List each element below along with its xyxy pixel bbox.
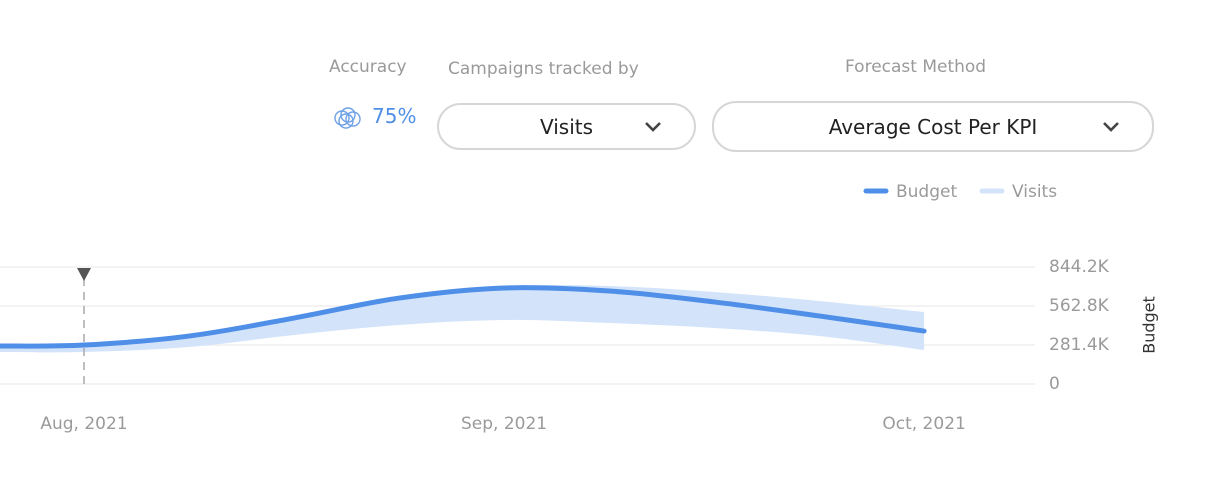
y-axis-title: Budget	[1140, 296, 1159, 354]
chevron	[1103, 121, 1119, 132]
accuracy-label: Accuracy	[329, 57, 407, 77]
y-tick-label: 0	[1049, 374, 1060, 394]
legend-label: Visits	[1012, 182, 1057, 202]
budget-line	[0, 285, 927, 349]
legend-label: Budget	[896, 182, 957, 202]
accuracy-value: 75%	[372, 104, 417, 128]
x-tick-label: Sep, 2021	[461, 414, 547, 434]
y-tick-label: 281.4K	[1049, 335, 1110, 355]
x-tick-label: Oct, 2021	[882, 414, 965, 434]
forecast-method-dropdown[interactable]: Average Cost Per KPI	[712, 101, 1154, 152]
forecast-method-label: Forecast Method	[845, 57, 987, 77]
forecast-method-value: Average Cost Per KPI	[828, 114, 1038, 139]
tracked-by-dropdown[interactable]: Visits	[437, 103, 696, 150]
chevron	[645, 121, 661, 132]
marker-triangle	[77, 268, 91, 281]
x-tick-label: Aug, 2021	[40, 414, 127, 434]
tracked-by-label: Campaigns tracked by	[448, 59, 639, 79]
accuracy-icon	[334, 107, 361, 129]
y-tick-label: 844.2K	[1049, 257, 1110, 277]
tracked-by-value: Visits	[539, 114, 594, 139]
y-tick-label: 562.8K	[1049, 296, 1110, 316]
